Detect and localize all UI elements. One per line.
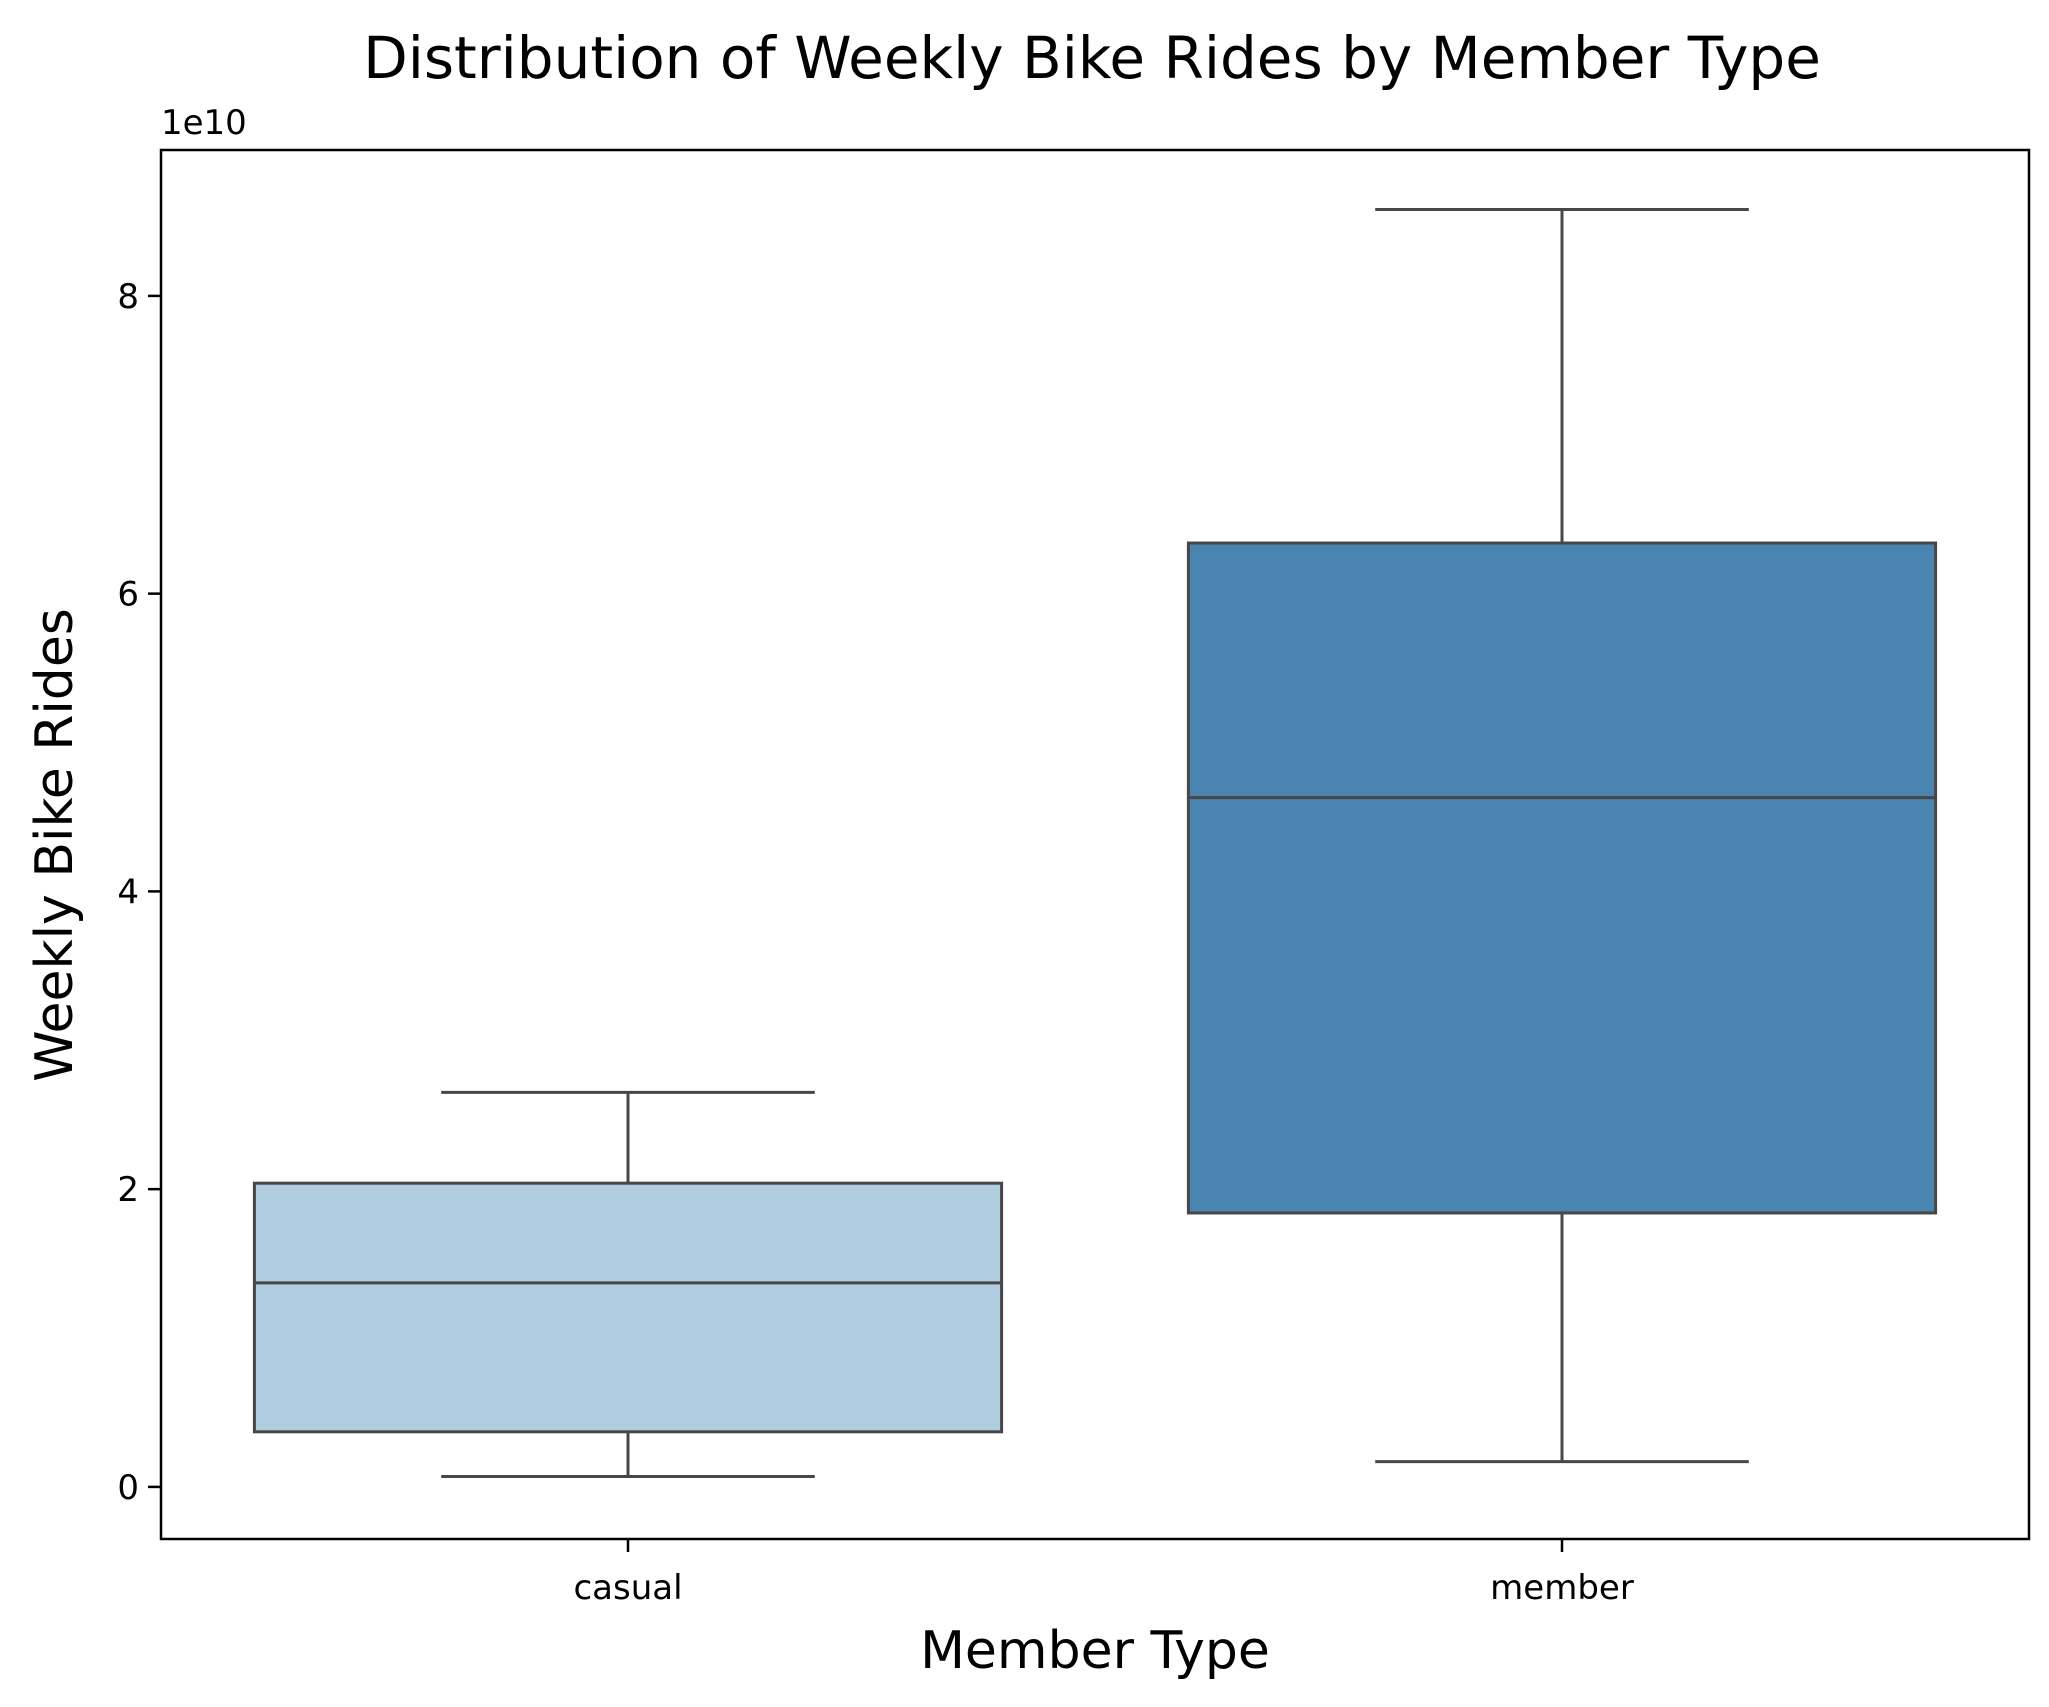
y-axis: 0 2 4 6 8	[117, 277, 161, 1508]
x-tick-label-member: member	[1490, 1568, 1634, 1608]
x-tick-label-casual: casual	[573, 1568, 682, 1608]
y-tick-label: 6	[117, 575, 139, 615]
y-tick-label: 2	[117, 1170, 139, 1210]
chart-title: Distribution of Weekly Bike Rides by Mem…	[363, 24, 1821, 92]
x-axis-label: Member Type	[920, 1621, 1270, 1681]
y-tick-label: 0	[117, 1468, 139, 1508]
x-axis: casual member	[573, 1539, 1634, 1608]
box-member	[1186, 541, 1938, 1215]
plot-frame	[159, 148, 2031, 1541]
y-axis-label: Weekly Bike Rides	[25, 608, 85, 1082]
plot-area	[252, 208, 1938, 1478]
box-casual	[252, 1181, 1004, 1434]
box-group-member	[1186, 208, 1938, 1464]
y-tick-label: 8	[117, 277, 139, 317]
y-tick-label: 4	[117, 872, 139, 912]
box-group-casual	[252, 1090, 1004, 1478]
y-axis-offset-label: 1e10	[161, 103, 247, 143]
